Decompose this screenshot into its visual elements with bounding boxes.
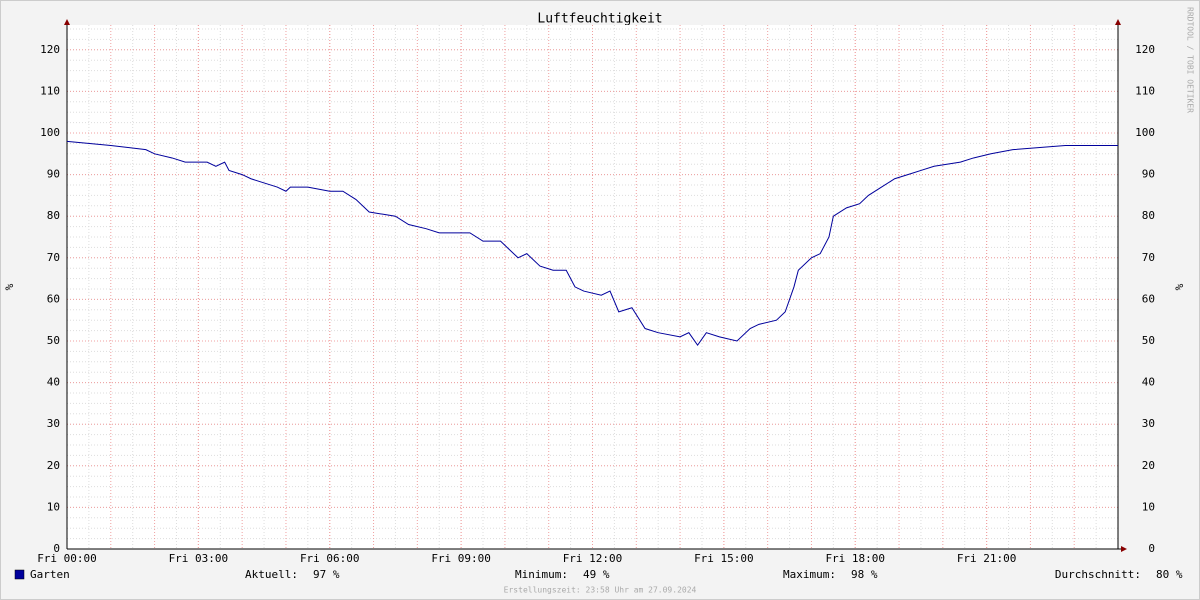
y2-tick-label: 0: [1148, 542, 1155, 555]
y-tick-label: 60: [47, 292, 60, 305]
x-tick-label: Fri 06:00: [300, 552, 360, 565]
x-tick-label: Fri 03:00: [169, 552, 229, 565]
stat-label: Minimum:: [515, 568, 568, 581]
y2-tick-label: 100: [1135, 126, 1155, 139]
y-tick-label: 80: [47, 209, 60, 222]
x-tick-label: Fri 18:00: [825, 552, 885, 565]
y-tick-label: 100: [40, 126, 60, 139]
y2-tick-label: 110: [1135, 84, 1155, 97]
y-tick-label: 40: [47, 376, 60, 389]
y2-tick-label: 80: [1142, 209, 1155, 222]
y-tick-label: 10: [47, 500, 60, 513]
y2-tick-label: 60: [1142, 292, 1155, 305]
y2-tick-label: 70: [1142, 251, 1155, 264]
x-tick-label: Fri 09:00: [431, 552, 491, 565]
arrow: [64, 19, 70, 25]
legend-swatch: [14, 569, 25, 580]
y2-tick-label: 40: [1142, 376, 1155, 389]
y-tick-label: 50: [47, 334, 60, 347]
y2-tick-label: 120: [1135, 43, 1155, 56]
y-tick-label: 30: [47, 417, 60, 430]
stat-value: 98 %: [851, 568, 878, 581]
stat-label: Durchschnitt:: [1055, 568, 1141, 581]
y-tick-label: 90: [47, 168, 60, 181]
chart-title: Luftfeuchtigkeit: [537, 12, 662, 27]
y-tick-label: 120: [40, 43, 60, 56]
x-tick-label: Fri 21:00: [957, 552, 1017, 565]
stat-value: 49 %: [583, 568, 610, 581]
y-tick-label: 0: [53, 542, 60, 555]
y2-tick-label: 50: [1142, 334, 1155, 347]
y2-tick-label: 10: [1142, 500, 1155, 513]
arrow: [1115, 19, 1121, 25]
x-tick-label: Fri 12:00: [563, 552, 623, 565]
arrow: [1121, 546, 1127, 552]
y-axis-label: %: [3, 283, 16, 290]
data-line: [66, 140, 1118, 347]
legend-entry: Garten: [30, 568, 70, 581]
y2-tick-label: 90: [1142, 168, 1155, 181]
x-tick-label: Fri 00:00: [37, 552, 97, 565]
stat-value: 97 %: [313, 568, 340, 581]
y2-axis-label: %: [1173, 283, 1186, 290]
x-tick-label: Fri 15:00: [694, 552, 754, 565]
y-tick-label: 110: [40, 84, 60, 97]
stat-value: 80 %: [1156, 568, 1183, 581]
watermark: RRDTOOL / TOBI OETIKER: [1186, 7, 1195, 113]
stat-label: Maximum:: [783, 568, 836, 581]
y2-tick-label: 30: [1142, 417, 1155, 430]
footer: Erstellungszeit: 23:58 Uhr am 27.09.2024: [504, 586, 697, 595]
stat-label: Aktuell:: [245, 568, 298, 581]
y-tick-label: 70: [47, 251, 60, 264]
y2-tick-label: 20: [1142, 459, 1155, 472]
y-tick-label: 20: [47, 459, 60, 472]
